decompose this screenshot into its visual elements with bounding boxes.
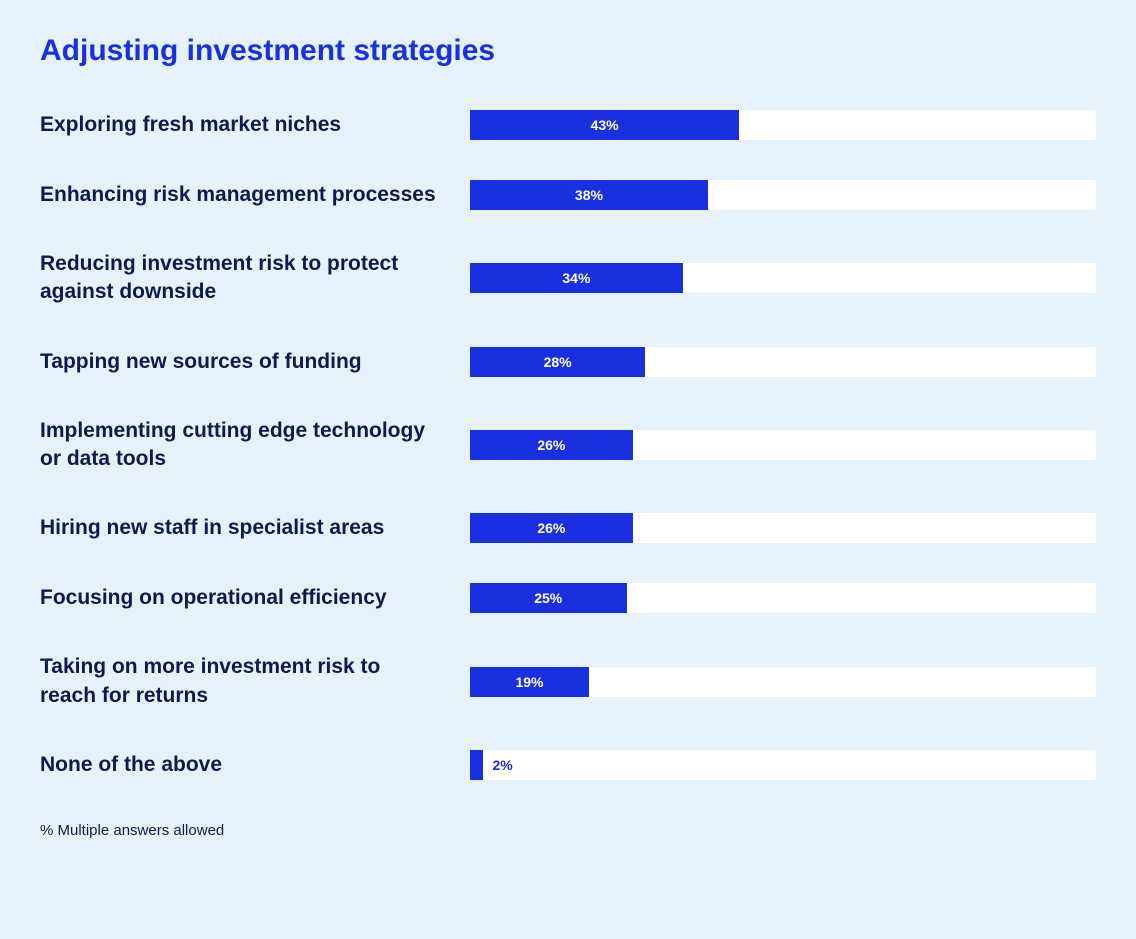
bar-track: 38% xyxy=(470,180,1096,210)
chart-row: None of the above 2% xyxy=(40,750,1096,780)
bar-area: 28% xyxy=(470,347,1096,377)
bar-label: Tapping new sources of funding xyxy=(40,348,470,376)
bar-label: None of the above xyxy=(40,751,470,779)
chart-title: Adjusting investment strategies xyxy=(40,34,1096,68)
bar-value: 38% xyxy=(575,187,603,203)
bar-fill: 34% xyxy=(470,263,683,293)
bar-fill: 19% xyxy=(470,667,589,697)
bar-fill: 38% xyxy=(470,180,708,210)
bar-value: 2% xyxy=(493,757,513,773)
bar-area: 2% xyxy=(470,750,1096,780)
bar-fill: 26% xyxy=(470,430,633,460)
bar-area: 26% xyxy=(470,513,1096,543)
bar-fill: 25% xyxy=(470,583,627,613)
chart-row: Implementing cutting edge technology or … xyxy=(40,417,1096,474)
chart-row: Focusing on operational efficiency 25% xyxy=(40,583,1096,613)
bar-fill: 43% xyxy=(470,110,739,140)
chart-row: Taking on more investment risk to reach … xyxy=(40,653,1096,710)
bar-value: 34% xyxy=(562,270,590,286)
bar-value: 26% xyxy=(537,437,565,453)
bar-track: 43% xyxy=(470,110,1096,140)
bar-area: 19% xyxy=(470,667,1096,697)
bar-fill xyxy=(470,750,483,780)
bar-area: 34% xyxy=(470,263,1096,293)
bar-value: 28% xyxy=(544,354,572,370)
chart-row: Hiring new staff in specialist areas 26% xyxy=(40,513,1096,543)
bar-area: 26% xyxy=(470,430,1096,460)
bar-value: 43% xyxy=(591,117,619,133)
bar-label: Taking on more investment risk to reach … xyxy=(40,653,470,710)
chart-row: Enhancing risk management processes 38% xyxy=(40,180,1096,210)
chart-row: Exploring fresh market niches 43% xyxy=(40,110,1096,140)
bar-track: 2% xyxy=(470,750,1096,780)
bar-track: 28% xyxy=(470,347,1096,377)
bar-label: Hiring new staff in specialist areas xyxy=(40,514,470,542)
chart-footnote: % Multiple answers allowed xyxy=(40,822,1096,839)
bar-area: 38% xyxy=(470,180,1096,210)
bar-label: Enhancing risk management processes xyxy=(40,181,470,209)
bar-area: 43% xyxy=(470,110,1096,140)
bar-label: Implementing cutting edge technology or … xyxy=(40,417,470,474)
bar-track: 26% xyxy=(470,513,1096,543)
bar-value: 26% xyxy=(537,520,565,536)
chart-row: Reducing investment risk to protect agai… xyxy=(40,250,1096,307)
chart-rows: Exploring fresh market niches 43% Enhancin… xyxy=(40,110,1096,780)
bar-value: 19% xyxy=(515,674,543,690)
bar-track: 34% xyxy=(470,263,1096,293)
bar-area: 25% xyxy=(470,583,1096,613)
bar-value: 25% xyxy=(534,590,562,606)
bar-track: 25% xyxy=(470,583,1096,613)
bar-fill: 26% xyxy=(470,513,633,543)
bar-label: Focusing on operational efficiency xyxy=(40,584,470,612)
chart-row: Tapping new sources of funding 28% xyxy=(40,347,1096,377)
bar-fill: 28% xyxy=(470,347,645,377)
bar-track: 19% xyxy=(470,667,1096,697)
bar-label: Exploring fresh market niches xyxy=(40,111,470,139)
bar-label: Reducing investment risk to protect agai… xyxy=(40,250,470,307)
bar-track: 26% xyxy=(470,430,1096,460)
